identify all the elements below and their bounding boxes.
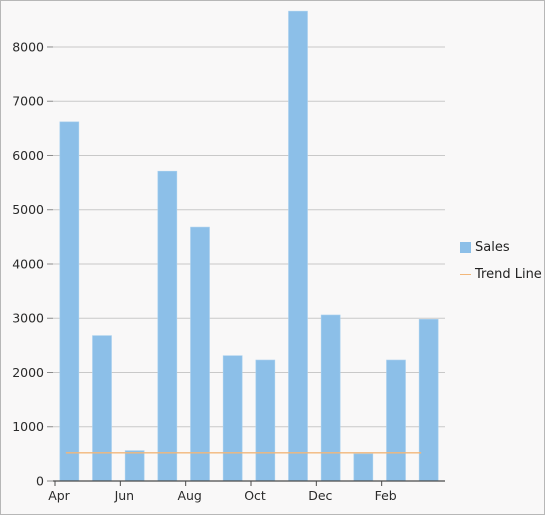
bar-series (59, 10, 439, 482)
bar-oct (255, 359, 276, 482)
y-tick-label: 4000 (12, 256, 44, 271)
legend-label-sales: Sales (475, 240, 510, 255)
axes (53, 480, 445, 486)
bar-apr (59, 121, 80, 482)
x-tick-label: Oct (244, 488, 266, 503)
bar-mar (418, 319, 439, 482)
bar-dec (320, 314, 341, 482)
trend-line-swatch (460, 274, 471, 275)
legend-item-sales: Sales (460, 234, 542, 261)
legend-item-trend-line: Trend Line (460, 261, 542, 288)
x-tick-label: Jun (114, 488, 135, 503)
y-tick-label: 2000 (12, 365, 44, 380)
x-tick-label: Feb (375, 488, 397, 503)
bar-jun (124, 450, 145, 482)
y-tick-label: 8000 (12, 39, 44, 54)
x-tick-label: Dec (308, 488, 332, 503)
bar-sep (222, 355, 243, 482)
x-tick-label: Aug (177, 488, 201, 503)
y-tick-label: 7000 (12, 94, 44, 109)
bar-jan (353, 453, 374, 482)
y-tick-label: 0 (36, 474, 44, 489)
bar-may (92, 335, 112, 482)
bar-jul (157, 170, 178, 482)
bar-feb (386, 359, 406, 482)
legend-label-trend-line: Trend Line (475, 267, 542, 282)
tick-labels: 0 1000 2000 3000 4000 5000 6000 7000 8000 Apr Jun A… (12, 39, 397, 503)
x-tick-label: Apr (48, 488, 70, 503)
gridlines (47, 46, 445, 482)
sales-swatch (460, 242, 471, 253)
bar-nov (288, 10, 308, 482)
y-tick-label: 1000 (12, 419, 44, 434)
bar-aug (190, 226, 210, 482)
y-tick-label: 5000 (12, 202, 44, 217)
y-tick-label: 6000 (12, 148, 44, 163)
legend: Sales Trend Line (460, 234, 542, 288)
y-tick-label: 3000 (12, 311, 44, 326)
